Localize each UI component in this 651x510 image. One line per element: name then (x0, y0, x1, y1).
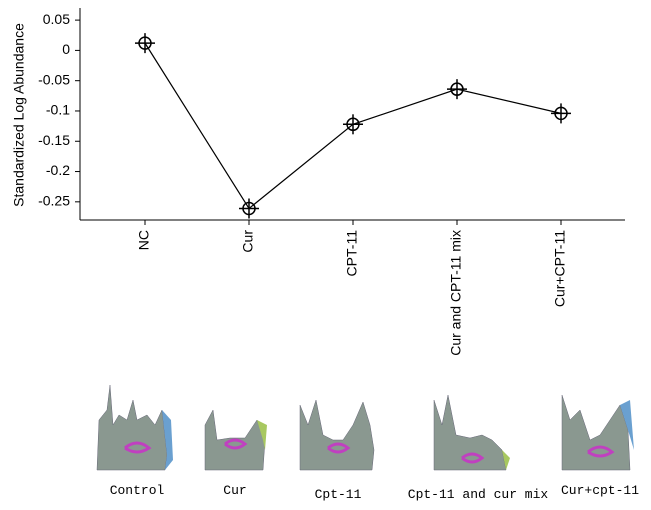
thumbnail-caption: Cpt-11 (315, 487, 362, 502)
y-tick-label: -0.2 (46, 162, 70, 178)
y-axis-label: Standardized Log Abundance (11, 23, 27, 207)
y-tick-label: 0 (62, 41, 70, 57)
thumbnail-caption: Cur (223, 483, 246, 498)
data-point (135, 33, 155, 54)
surface-thumbnail (204, 409, 267, 471)
x-tick-label: Cur+CPT-11 (552, 230, 568, 307)
thumbnail-caption: Cur+cpt-11 (561, 483, 639, 498)
surface-thumbnail (433, 394, 510, 471)
data-point (239, 198, 259, 219)
thumbnail-caption: Cpt-11 and cur mix (408, 487, 549, 502)
y-tick-label: 0.05 (43, 11, 70, 27)
y-tick-label: -0.15 (38, 132, 70, 148)
surface-thumbnail (561, 394, 634, 471)
data-point (447, 79, 467, 100)
x-tick-label: Cur and CPT-11 mix (448, 230, 464, 356)
x-tick-label: CPT-11 (344, 230, 360, 277)
x-tick-label: NC (136, 230, 152, 250)
thumbnails (96, 384, 634, 471)
surface-thumbnail (96, 384, 173, 471)
surface-thumbnail (299, 399, 375, 471)
y-tick-label: -0.05 (38, 71, 70, 87)
data-point (343, 114, 363, 135)
thumbnail-caption: Control (110, 483, 165, 498)
y-tick-label: -0.1 (46, 102, 70, 118)
y-tick-label: -0.25 (38, 193, 70, 209)
x-tick-label: Cur (240, 230, 256, 253)
data-point (551, 103, 571, 124)
